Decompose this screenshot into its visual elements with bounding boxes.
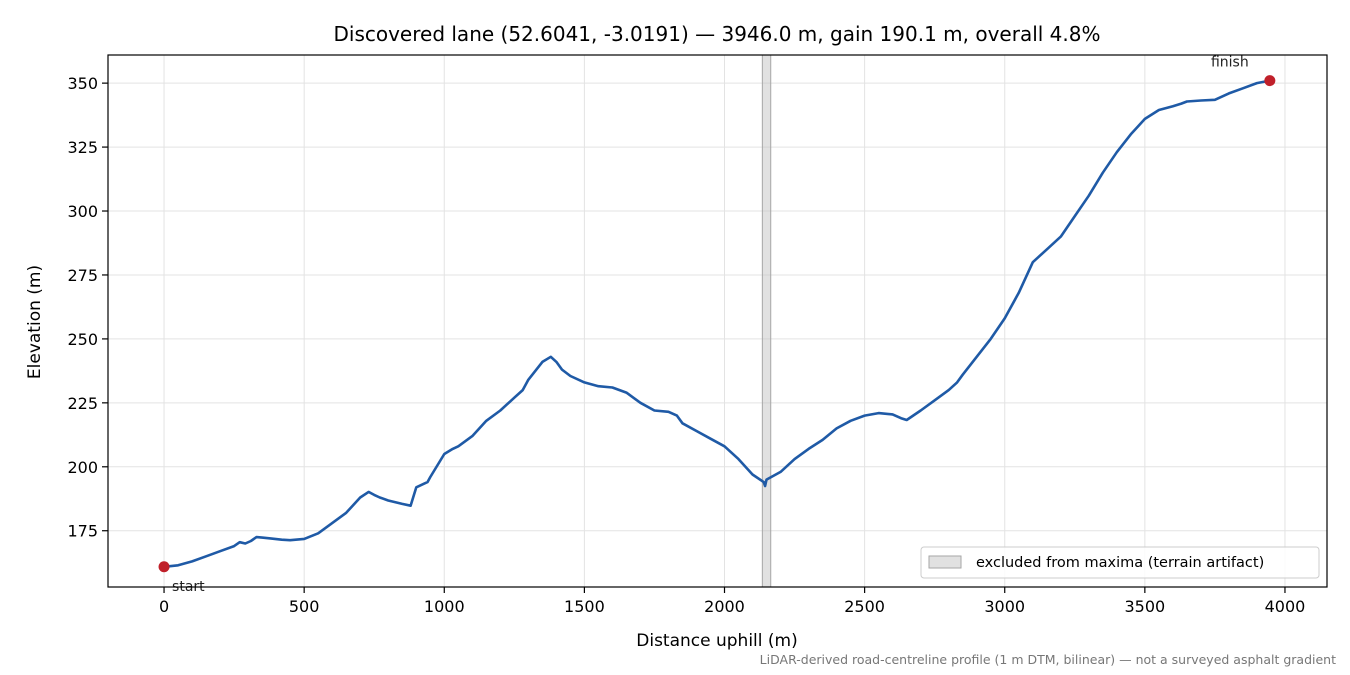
- x-tick-label: 500: [289, 597, 320, 616]
- footnote: LiDAR-derived road-centreline profile (1…: [760, 652, 1336, 667]
- grid: [108, 55, 1327, 587]
- y-tick-label: 325: [67, 138, 98, 157]
- x-tick-label: 2500: [844, 597, 885, 616]
- x-tick-label: 3500: [1124, 597, 1165, 616]
- finish-point: [1264, 75, 1276, 87]
- y-tick-label: 200: [67, 458, 98, 477]
- y-axis: 175 200 225 250 275 300 325 350: [67, 74, 108, 541]
- legend: excluded from maxima (terrain artifact): [920, 546, 1320, 579]
- finish-label: finish: [1211, 55, 1249, 71]
- elevation-line: [163, 79, 1271, 569]
- legend-entry-excluded: excluded from maxima (terrain artifact): [976, 555, 1264, 571]
- plot-frame: [107, 54, 1328, 588]
- y-tick-label: 225: [67, 394, 98, 413]
- start-point: [158, 561, 170, 573]
- y-axis-label: Elevation (m): [25, 265, 45, 379]
- chart-title: Discovered lane (52.6041, -3.0191) — 394…: [333, 22, 1100, 46]
- x-tick-label: 3000: [984, 597, 1025, 616]
- legend-box: [920, 546, 1320, 579]
- excluded-band: [761, 54, 772, 588]
- x-axis: 0 500 1000 1500 2000 2500 3000 3500 4000: [159, 587, 1305, 616]
- y-tick-label: 250: [67, 330, 98, 349]
- x-tick-label: 4000: [1265, 597, 1306, 616]
- y-tick-label: 275: [67, 266, 98, 285]
- x-tick-label: 1000: [424, 597, 465, 616]
- x-tick-label: 1500: [564, 597, 605, 616]
- y-tick-label: 350: [67, 74, 98, 93]
- x-tick-label: 0: [159, 597, 169, 616]
- y-tick-label: 300: [67, 202, 98, 221]
- legend-swatch-excluded: [928, 555, 962, 569]
- x-tick-label: 2000: [704, 597, 745, 616]
- x-axis-label: Distance uphill (m): [636, 631, 797, 651]
- y-tick-label: 175: [67, 522, 98, 541]
